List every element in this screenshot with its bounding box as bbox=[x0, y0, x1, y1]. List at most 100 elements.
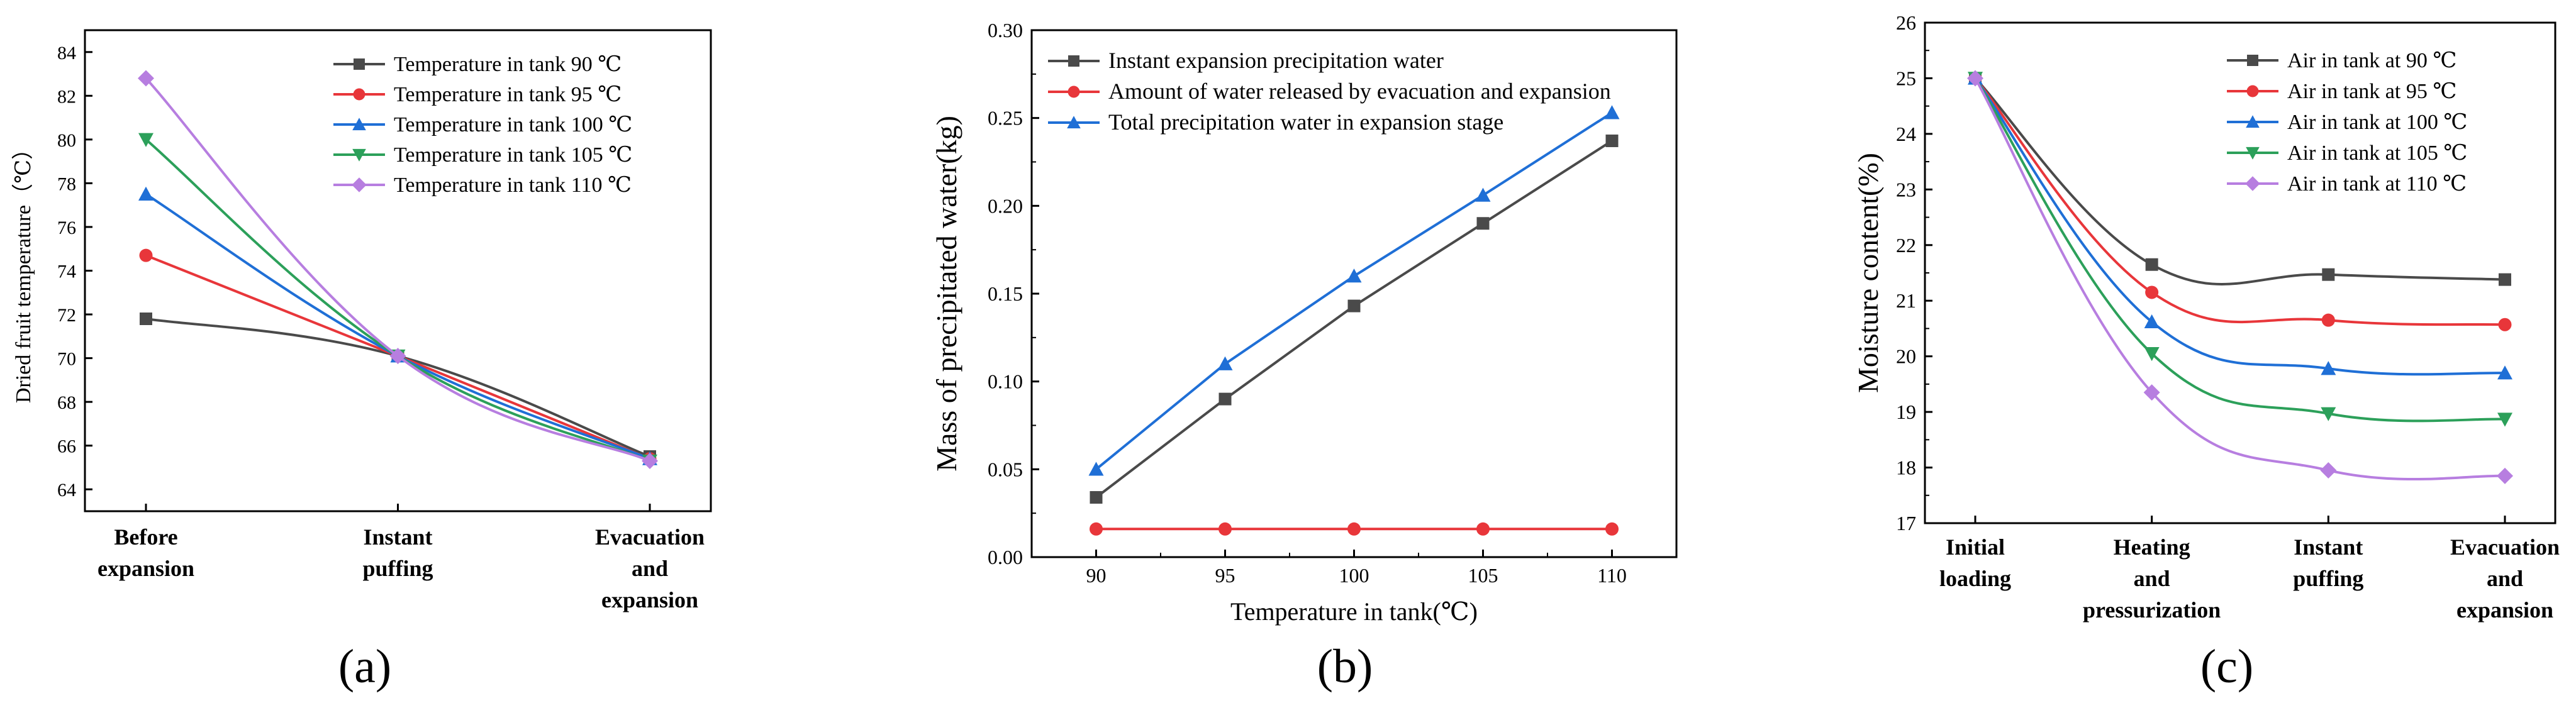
data-point bbox=[2322, 268, 2335, 281]
data-point bbox=[1475, 187, 1491, 202]
series-line bbox=[145, 77, 650, 462]
series-line bbox=[1974, 77, 2506, 423]
legend-marker bbox=[1068, 86, 1080, 98]
data-point bbox=[1217, 356, 1233, 370]
chart-panel-b: 0.00 0.05 0.10 0.15 0.20 0.25 0.30 90 95 100 105 11… bbox=[930, 19, 1678, 693]
series-4 bbox=[138, 70, 658, 470]
x-tick-label: 90 bbox=[1086, 564, 1107, 587]
data-point bbox=[2144, 314, 2160, 329]
x-tick-label: 95 bbox=[1215, 564, 1235, 587]
legend: Temperature in tank 90 ℃ Temperature in t… bbox=[333, 53, 632, 197]
y-tick-label: 74 bbox=[57, 262, 76, 282]
y-tick-label: 24 bbox=[1896, 123, 1916, 145]
x-category-label: and bbox=[632, 556, 668, 581]
x-category-label: Instant bbox=[2294, 534, 2363, 560]
series-line bbox=[1974, 77, 2506, 326]
legend-label: Air in tank at 105 ℃ bbox=[2287, 141, 2467, 165]
data-point bbox=[2145, 258, 2158, 271]
legend-label: Air in tank at 100 ℃ bbox=[2287, 111, 2467, 134]
data-point bbox=[138, 70, 154, 87]
data-point bbox=[139, 248, 153, 262]
y-tick-label: 0.00 bbox=[988, 546, 1023, 568]
x-category-label: Instant bbox=[363, 524, 432, 550]
data-point bbox=[1218, 392, 1232, 406]
legend-label: Temperature in tank 110 ℃ bbox=[394, 174, 632, 197]
y-tick-label: 78 bbox=[57, 174, 76, 194]
data-point bbox=[1347, 299, 1361, 313]
y-tick-label: 0.10 bbox=[988, 370, 1023, 393]
data-point bbox=[1476, 217, 1490, 230]
series-2 bbox=[1088, 105, 1620, 476]
y-tick-label: 19 bbox=[1896, 401, 1916, 423]
legend-marker bbox=[2246, 115, 2260, 128]
x-category-label: expansion bbox=[98, 556, 194, 581]
y-tick-label: 20 bbox=[1896, 345, 1916, 368]
y-tick-label: 82 bbox=[57, 86, 76, 107]
data-point bbox=[2320, 462, 2337, 479]
y-tick-label: 70 bbox=[57, 349, 76, 370]
legend-marker bbox=[2247, 55, 2258, 66]
x-axis-label: Temperature in tank(℃) bbox=[1230, 597, 1478, 626]
x-category-label: Before bbox=[114, 524, 177, 550]
panel-label: (c) bbox=[2200, 640, 2253, 693]
data-point bbox=[642, 453, 658, 470]
legend-label: Temperature in tank 95 ℃ bbox=[394, 83, 622, 106]
series-line bbox=[1974, 77, 2506, 285]
data-point bbox=[389, 348, 406, 365]
series-line bbox=[1974, 77, 2506, 481]
chart-panel-c: 17 18 19 20 21 22 23 24 25 26 Initial loading Heatin… bbox=[1852, 11, 2560, 693]
data-point bbox=[1605, 134, 1619, 147]
y-tick-label: 22 bbox=[1896, 234, 1916, 257]
legend-label: Total precipitation water in expansion s… bbox=[1108, 109, 1503, 135]
data-point bbox=[2321, 407, 2336, 421]
data-point bbox=[1604, 105, 1620, 119]
x-category-label: expansion bbox=[601, 587, 698, 612]
data-point bbox=[1088, 462, 1104, 476]
legend-marker bbox=[353, 88, 365, 101]
data-point bbox=[2499, 273, 2511, 286]
data-point bbox=[2143, 384, 2160, 401]
x-category-label: and bbox=[2134, 566, 2170, 591]
y-tick-label: 72 bbox=[57, 305, 76, 326]
legend-label: Amount of water released by evacuation a… bbox=[1108, 79, 1611, 104]
y-tick-label: 25 bbox=[1896, 67, 1916, 89]
x-category-label: Heating bbox=[2114, 534, 2190, 560]
legend-label: Temperature in tank 90 ℃ bbox=[394, 53, 622, 76]
panel-label: (b) bbox=[1317, 640, 1373, 693]
y-tick-label: 64 bbox=[57, 480, 76, 501]
y-tick-label: 0.05 bbox=[988, 458, 1023, 480]
data-point bbox=[2321, 313, 2335, 327]
series-line bbox=[1974, 77, 2506, 376]
data-point bbox=[2145, 285, 2159, 299]
chart-panel-a: 64 66 68 70 72 74 76 78 80 82 84 Before expansion Ins… bbox=[11, 29, 712, 693]
legend-marker bbox=[1068, 55, 1079, 67]
data-point bbox=[2144, 347, 2160, 362]
data-point bbox=[138, 186, 153, 201]
data-point bbox=[2497, 467, 2513, 484]
legend-label: Instant expansion precipitation water bbox=[1108, 48, 1444, 73]
x-category-label: Evacuation bbox=[2450, 534, 2560, 560]
x-category-label: and bbox=[2487, 566, 2523, 591]
y-tick-label: 84 bbox=[57, 43, 76, 64]
y-tick-label: 68 bbox=[57, 392, 76, 413]
data-point bbox=[138, 133, 153, 147]
x-tick-label: 105 bbox=[1468, 564, 1498, 587]
legend-label: Air in tank at 95 ℃ bbox=[2287, 80, 2456, 103]
plot-frame bbox=[1924, 21, 2556, 524]
legend-marker bbox=[352, 148, 366, 162]
data-point bbox=[2498, 318, 2512, 331]
y-tick-label: 0.15 bbox=[988, 282, 1023, 305]
y-tick-label: 18 bbox=[1896, 457, 1916, 479]
legend-label: Temperature in tank 105 ℃ bbox=[394, 143, 632, 167]
y-tick-label: 23 bbox=[1896, 178, 1916, 201]
y-axis-label: Dried fruit temperature（℃） bbox=[11, 138, 35, 403]
data-point bbox=[1090, 491, 1103, 504]
x-category-label: expansion bbox=[2456, 597, 2553, 623]
legend-marker bbox=[2246, 147, 2260, 160]
y-tick-label: 0.20 bbox=[988, 194, 1023, 217]
x-tick-label: 100 bbox=[1339, 564, 1369, 587]
x-category-label: Initial bbox=[1946, 534, 2005, 560]
data-point bbox=[1605, 522, 1619, 536]
y-tick-label: 80 bbox=[57, 130, 76, 151]
y-tick-label: 0.30 bbox=[988, 19, 1023, 42]
